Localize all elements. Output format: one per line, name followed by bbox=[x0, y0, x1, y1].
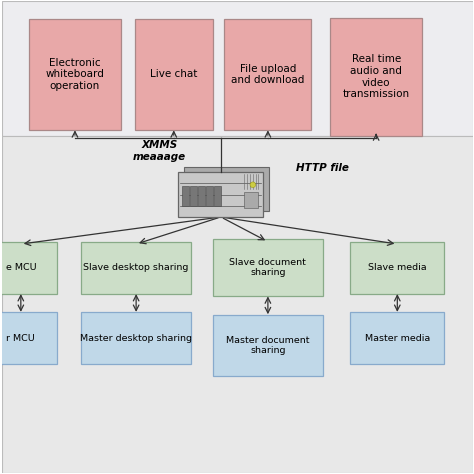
FancyBboxPatch shape bbox=[81, 312, 191, 364]
FancyBboxPatch shape bbox=[0, 242, 57, 293]
FancyBboxPatch shape bbox=[184, 166, 269, 211]
FancyBboxPatch shape bbox=[0, 312, 57, 364]
Text: e MCU: e MCU bbox=[6, 263, 36, 272]
Text: Electronic
whiteboard
operation: Electronic whiteboard operation bbox=[46, 58, 104, 91]
Text: File upload
and download: File upload and download bbox=[231, 64, 305, 85]
Bar bbox=[198, 186, 205, 206]
FancyBboxPatch shape bbox=[179, 172, 263, 217]
FancyBboxPatch shape bbox=[213, 315, 323, 376]
Text: XMMS
meaaage: XMMS meaaage bbox=[133, 140, 186, 162]
Text: HTTP file: HTTP file bbox=[296, 164, 348, 173]
Text: Master media: Master media bbox=[365, 334, 430, 343]
Text: Master desktop sharing: Master desktop sharing bbox=[80, 334, 192, 343]
Text: Slave document
sharing: Slave document sharing bbox=[229, 258, 306, 277]
Text: Master document
sharing: Master document sharing bbox=[226, 336, 310, 355]
Text: Real time
audio and
video
transmission: Real time audio and video transmission bbox=[343, 55, 410, 99]
Bar bbox=[214, 186, 221, 206]
Bar bbox=[190, 186, 197, 206]
FancyBboxPatch shape bbox=[350, 242, 444, 293]
Text: Slave desktop sharing: Slave desktop sharing bbox=[83, 263, 189, 272]
Bar bbox=[206, 186, 213, 206]
Bar bbox=[245, 192, 257, 208]
FancyBboxPatch shape bbox=[224, 19, 311, 130]
Bar bbox=[182, 186, 189, 206]
Bar bbox=[2, 136, 473, 473]
Text: r MCU: r MCU bbox=[7, 334, 35, 343]
FancyBboxPatch shape bbox=[350, 312, 444, 364]
Text: Live chat: Live chat bbox=[150, 69, 198, 80]
Text: Slave media: Slave media bbox=[368, 263, 427, 272]
Circle shape bbox=[250, 182, 255, 188]
FancyBboxPatch shape bbox=[29, 19, 121, 130]
Bar bbox=[2, 1, 473, 136]
FancyBboxPatch shape bbox=[213, 239, 323, 296]
FancyBboxPatch shape bbox=[81, 242, 191, 293]
FancyBboxPatch shape bbox=[135, 19, 213, 130]
FancyBboxPatch shape bbox=[330, 18, 422, 136]
